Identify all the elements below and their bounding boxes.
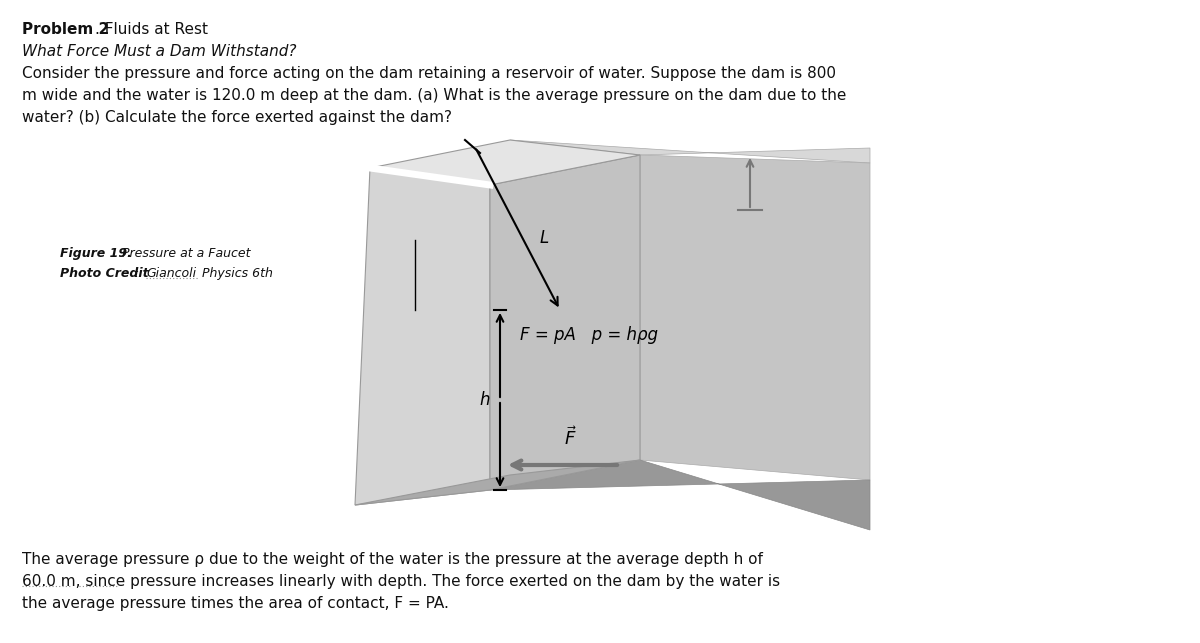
Text: :: : bbox=[134, 267, 143, 280]
Text: Problem 2: Problem 2 bbox=[22, 22, 109, 37]
Polygon shape bbox=[355, 168, 490, 505]
Text: What Force Must a Dam Withstand?: What Force Must a Dam Withstand? bbox=[22, 44, 296, 59]
Polygon shape bbox=[490, 460, 870, 530]
Text: . Fluids at Rest: . Fluids at Rest bbox=[95, 22, 208, 37]
Text: Pressure at a Faucet: Pressure at a Faucet bbox=[118, 247, 251, 260]
Text: Giancoli: Giancoli bbox=[146, 267, 196, 280]
Text: Consider the pressure and force acting on the dam retaining a reservoir of water: Consider the pressure and force acting o… bbox=[22, 66, 836, 81]
Text: Photo Credit: Photo Credit bbox=[60, 267, 149, 280]
Text: m wide and the water is 120.0 m deep at the dam. (a) What is the average pressur: m wide and the water is 120.0 m deep at … bbox=[22, 88, 846, 103]
Text: the average pressure times the area of contact, F = PA.: the average pressure times the area of c… bbox=[22, 596, 449, 611]
Text: 60.0 m, since pressure increases linearly with depth. The force exerted on the d: 60.0 m, since pressure increases linearl… bbox=[22, 574, 780, 589]
Text: water? (b) Calculate the force exerted against the dam?: water? (b) Calculate the force exerted a… bbox=[22, 110, 452, 125]
Text: h: h bbox=[480, 391, 491, 409]
Polygon shape bbox=[370, 140, 640, 185]
Text: Physics 6th: Physics 6th bbox=[198, 267, 272, 280]
Polygon shape bbox=[510, 140, 870, 163]
Text: F = pA   p = hρg: F = pA p = hρg bbox=[520, 326, 658, 344]
Text: Figure 19.: Figure 19. bbox=[60, 247, 132, 260]
Text: $\vec{F}$: $\vec{F}$ bbox=[564, 426, 576, 449]
Polygon shape bbox=[490, 155, 640, 490]
Text: L: L bbox=[540, 229, 550, 247]
Text: The average pressure ρ due to the weight of the water is the pressure at the ave: The average pressure ρ due to the weight… bbox=[22, 552, 763, 567]
Polygon shape bbox=[355, 460, 640, 505]
Polygon shape bbox=[640, 155, 870, 480]
